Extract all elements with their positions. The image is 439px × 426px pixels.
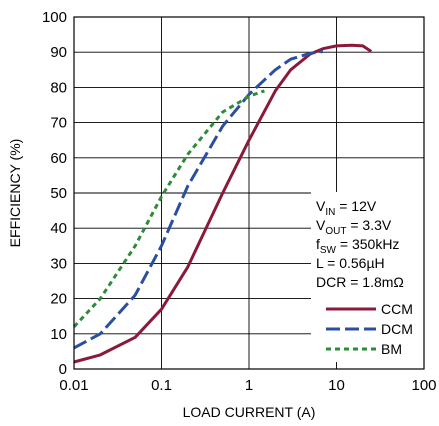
y-tick-label: 90 — [50, 44, 67, 61]
y-tick-label: 10 — [50, 326, 67, 343]
y-tick-label: 70 — [50, 115, 67, 132]
inductance-condition: L = 0.56µH — [316, 255, 385, 271]
test-conditions: VIN = 12V VOUT = 3.3V fSW = 350kHz L = 0… — [316, 198, 404, 290]
y-tick-label: 40 — [50, 220, 67, 237]
legend-label-bm: BM — [381, 341, 402, 357]
x-tick-label: 0.01 — [59, 377, 88, 394]
series-line-bm — [72, 89, 265, 328]
y-tick-label: 100 — [42, 9, 67, 26]
plot-frame — [73, 16, 425, 370]
tick-labels: 0 10 20 30 40 50 60 70 80 90 100 0.01 0.1 1 10 100 — [42, 9, 437, 394]
series-line-ccm — [73, 43, 373, 364]
legend-label-dcm: DCM — [381, 321, 413, 337]
conditions-box — [311, 192, 430, 362]
fsw-condition: fSW = 350kHz — [316, 236, 399, 256]
dcr-condition: DCR = 1.8mΩ — [316, 274, 404, 290]
vout-condition: VOUT = 3.3V — [316, 217, 392, 237]
legend-label-ccm: CCM — [381, 301, 413, 317]
x-tick-label: 100 — [411, 377, 436, 394]
y-tick-label: 30 — [50, 255, 67, 272]
x-axis-label: LOAD CURRENT (A) — [183, 404, 316, 420]
x-tick-label: 1 — [245, 377, 253, 394]
series-line-dcm — [73, 50, 324, 350]
y-tick-label: 0 — [59, 361, 67, 378]
series-lines — [72, 43, 373, 364]
x-tick-label: 10 — [328, 377, 345, 394]
y-tick-label: 80 — [50, 79, 67, 96]
x-tick-label: 0.1 — [151, 377, 172, 394]
y-tick-label: 60 — [50, 150, 67, 167]
y-tick-label: 50 — [50, 185, 67, 202]
legend: CCM DCM BM — [326, 301, 413, 357]
y-tick-label: 20 — [50, 291, 67, 308]
y-axis-label: EFFICIENCY (%) — [7, 139, 23, 248]
vin-condition: VIN = 12V — [316, 198, 377, 218]
